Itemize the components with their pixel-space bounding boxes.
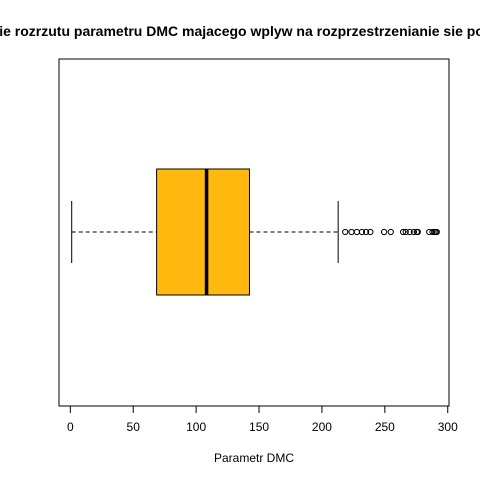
x-tick-label: 250 <box>375 420 395 434</box>
outlier-point <box>354 229 359 234</box>
x-tick-label: 50 <box>127 420 141 434</box>
x-tick-label: 0 <box>67 420 74 434</box>
outlier-point <box>349 229 354 234</box>
chart-title: Badanie rozrzutu parametru DMC majacego … <box>0 23 480 39</box>
outlier-point <box>343 229 348 234</box>
boxplot-group <box>72 169 440 295</box>
x-tick-label: 300 <box>438 420 458 434</box>
x-axis: 0 50 100 150 200 250 300 <box>67 406 458 434</box>
x-tick-label: 200 <box>312 420 332 434</box>
x-tick-label: 100 <box>186 420 206 434</box>
outlier-point <box>381 229 386 234</box>
outlier-point <box>388 229 393 234</box>
x-axis-label: Parametr DMC <box>214 451 294 465</box>
iqr-box <box>157 169 250 295</box>
x-tick-label: 150 <box>249 420 269 434</box>
